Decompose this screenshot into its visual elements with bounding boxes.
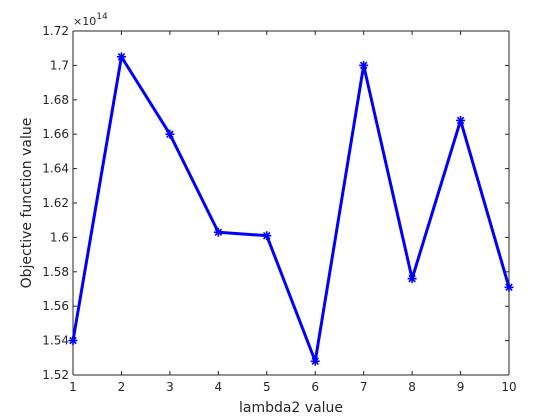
y-tick-label: 1.52: [42, 368, 69, 382]
series-line: [71, 55, 511, 363]
y-tick-label: 1.66: [42, 127, 69, 141]
data-point: [116, 52, 126, 62]
x-tick-label: 3: [166, 380, 174, 394]
y-tick-label: 1.62: [42, 196, 69, 210]
data-point: [213, 227, 223, 237]
y-multiplier-base: ×10: [73, 15, 96, 28]
y-tick-label: 1.54: [42, 334, 69, 348]
data-point: [68, 336, 78, 346]
series-group: [68, 52, 514, 366]
x-axis-label: lambda2 value: [239, 400, 343, 416]
x-tick-label: 4: [215, 380, 223, 394]
data-point: [407, 274, 417, 284]
y-multiplier: ×1014: [73, 12, 108, 28]
x-tick-label: 6: [311, 380, 319, 394]
x-tick-label: 2: [118, 380, 126, 394]
data-point: [359, 60, 369, 70]
y-tick-label: 1.72: [42, 24, 69, 38]
y-tick-label: 1.7: [50, 58, 69, 72]
y-tick-label: 1.68: [42, 93, 69, 107]
y-tick-label: 1.6: [50, 230, 69, 244]
data-point: [504, 282, 514, 292]
data-point: [456, 115, 466, 125]
x-tick-label: 8: [408, 380, 416, 394]
data-point: [165, 129, 175, 139]
x-axis-ticks: 1 2 3 4 5 6 7 8 9 10: [69, 31, 517, 394]
y-tick-label: 1.64: [42, 162, 69, 176]
x-tick-label: 7: [360, 380, 368, 394]
y-axis-label: Objective function value: [19, 118, 35, 289]
data-point: [262, 231, 272, 241]
y-axis-ticks: 1.52 1.54 1.56 1.58 1.6 1.62 1.64 1.66 1.68 1.7 1.…: [42, 24, 509, 382]
x-tick-label: 10: [501, 380, 516, 394]
y-tick-label: 1.58: [42, 265, 69, 279]
x-tick-label: 1: [69, 380, 77, 394]
y-multiplier-exponent: 14: [96, 12, 108, 22]
y-tick-label: 1.56: [42, 299, 69, 313]
x-tick-label: 5: [263, 380, 271, 394]
x-tick-label: 9: [457, 380, 465, 394]
data-point: [310, 356, 320, 366]
